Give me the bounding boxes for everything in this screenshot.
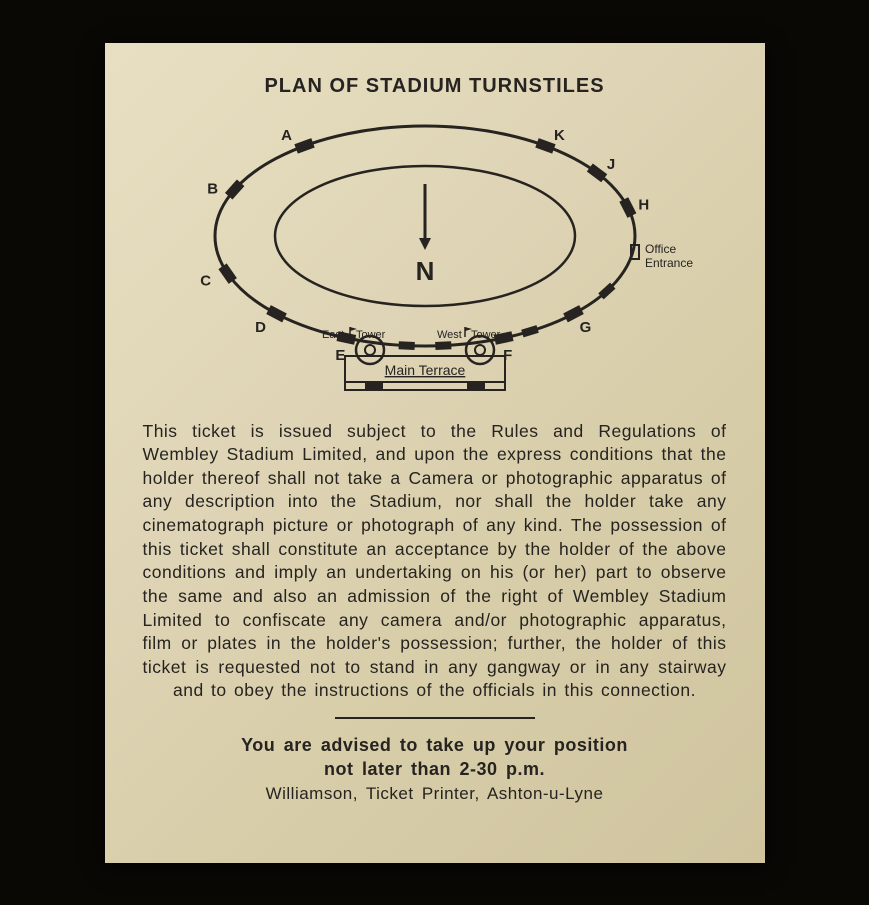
svg-text:N: N xyxy=(415,256,434,286)
svg-text:Tower: Tower xyxy=(471,329,501,341)
svg-text:K: K xyxy=(554,126,565,143)
stadium-diagram: NABCDEFGHJKOfficeEntranceEastTowerWestTo… xyxy=(143,106,727,406)
svg-text:D: D xyxy=(255,318,266,335)
svg-text:Main Terrace: Main Terrace xyxy=(384,362,465,378)
svg-text:C: C xyxy=(200,272,211,289)
svg-text:Tower: Tower xyxy=(356,329,386,341)
svg-text:East: East xyxy=(322,329,344,341)
svg-text:Office: Office xyxy=(645,242,676,256)
plan-title: PLAN OF STADIUM TURNSTILES xyxy=(143,75,727,98)
svg-text:Entrance: Entrance xyxy=(645,256,693,270)
advice-text: You are advised to take up your position… xyxy=(143,733,727,782)
svg-text:H: H xyxy=(638,196,649,213)
svg-text:G: G xyxy=(579,318,591,335)
svg-text:J: J xyxy=(606,155,614,172)
stadium-svg: NABCDEFGHJKOfficeEntranceEastTowerWestTo… xyxy=(175,106,695,406)
terms-text: This ticket is issued subject to the Rul… xyxy=(143,420,727,704)
ticket-card: PLAN OF STADIUM TURNSTILES NABCDEFGHJKOf… xyxy=(105,43,765,863)
advice-line-2: not later than 2-30 p.m. xyxy=(324,759,545,779)
svg-text:A: A xyxy=(281,126,292,143)
printer-line: Williamson, Ticket Printer, Ashton-u-Lyn… xyxy=(143,784,727,804)
divider-line xyxy=(335,717,535,719)
svg-text:West: West xyxy=(437,329,462,341)
svg-text:E: E xyxy=(335,346,345,363)
advice-line-1: You are advised to take up your position xyxy=(241,735,628,755)
svg-text:B: B xyxy=(207,180,218,197)
